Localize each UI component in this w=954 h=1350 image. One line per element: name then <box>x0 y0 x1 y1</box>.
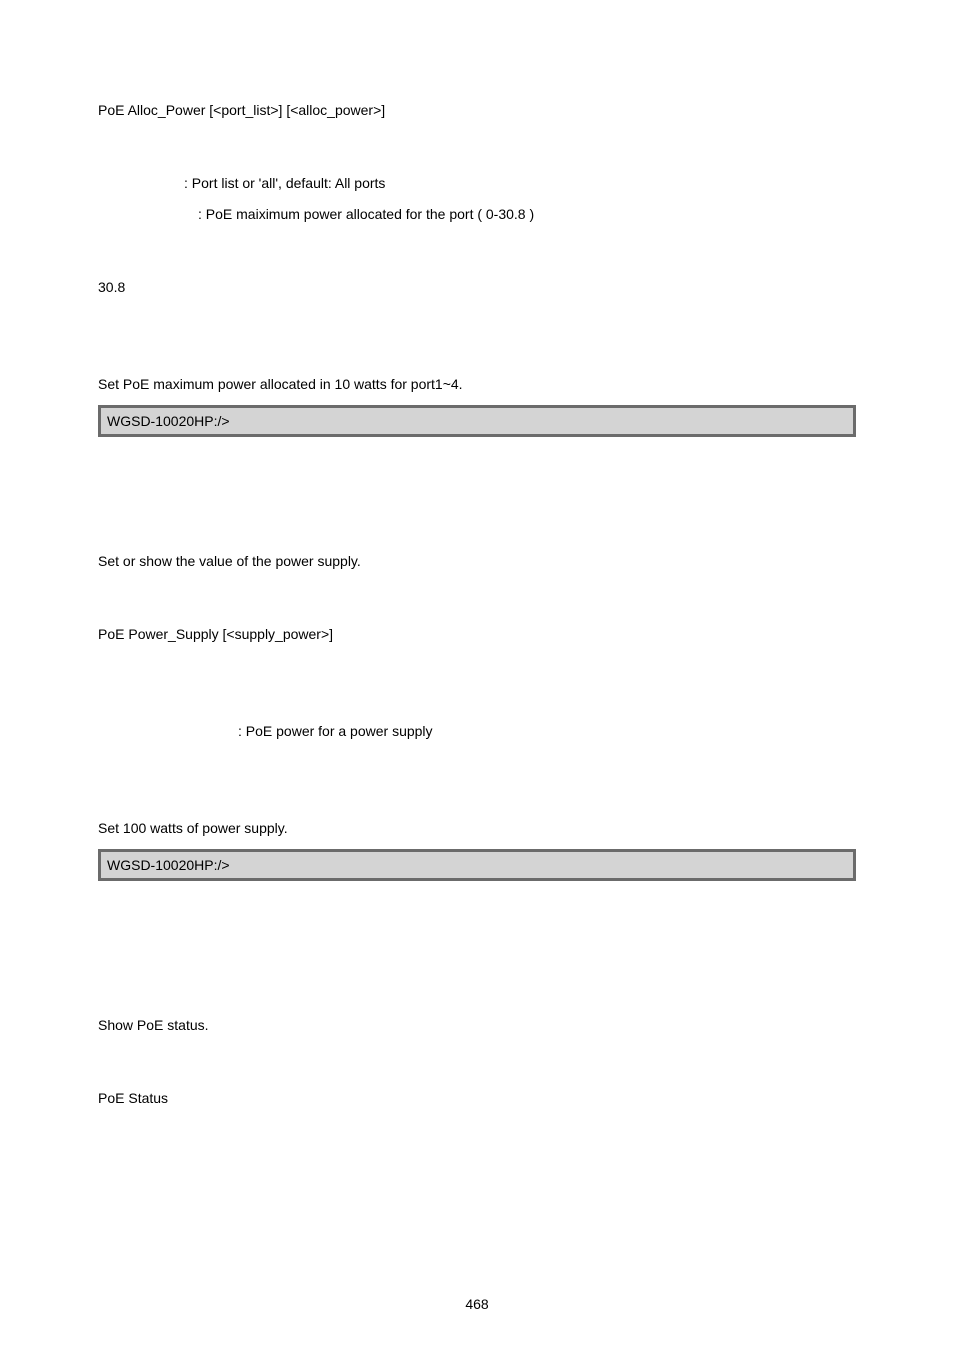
example2-description: Set 100 watts of power supply. <box>98 818 856 839</box>
page-number: 468 <box>0 1296 954 1312</box>
param-alloc-power: : PoE maiximum power allocated for the p… <box>98 204 856 225</box>
param-port-list: : Port list or 'all', default: All ports <box>98 173 856 194</box>
syntax-line-1: PoE Alloc_Power [<port_list>] [<alloc_po… <box>98 100 856 121</box>
prompt-1: WGSD-10020HP:/> <box>107 413 230 429</box>
prompt-2: WGSD-10020HP:/> <box>107 857 230 873</box>
code-box-2: WGSD-10020HP:/> <box>98 849 856 881</box>
code-box-1: WGSD-10020HP:/> <box>98 405 856 437</box>
default-value: 30.8 <box>98 277 856 298</box>
syntax-line-3: PoE Status <box>98 1088 856 1109</box>
example1-description: Set PoE maximum power allocated in 10 wa… <box>98 374 856 395</box>
description-2: Set or show the value of the power suppl… <box>98 551 856 572</box>
param-supply-power: : PoE power for a power supply <box>98 721 856 742</box>
description-3: Show PoE status. <box>98 1015 856 1036</box>
syntax-line-2: PoE Power_Supply [<supply_power>] <box>98 624 856 645</box>
